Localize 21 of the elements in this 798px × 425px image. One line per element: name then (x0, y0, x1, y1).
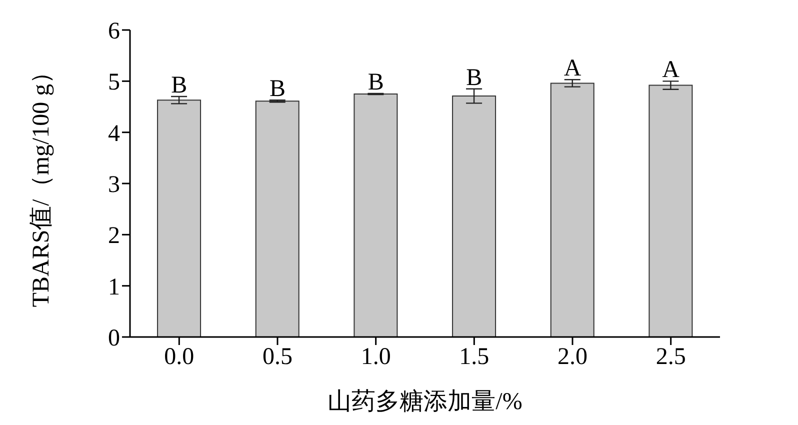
y-tick-label: 4 (108, 120, 120, 147)
y-tick-label: 5 (108, 70, 120, 96)
annotation: B (466, 64, 482, 91)
y-axis-title: TBARS值/（mg/100 g） (28, 60, 55, 308)
x-axis-title: 山药多糖添加量/% (328, 388, 522, 415)
y-tick-label: 3 (108, 172, 120, 198)
annotation: B (171, 72, 188, 99)
annotation: A (564, 56, 582, 82)
x-tick-label: 0.5 (262, 344, 292, 370)
x-tick-label: 1.5 (459, 344, 490, 370)
annotation: B (368, 69, 384, 96)
y-tick-label: 0 (108, 326, 120, 352)
x-tick-label: 2.5 (656, 344, 686, 370)
annotation: B (269, 76, 286, 102)
y-tick-label: 2 (108, 223, 120, 250)
x-tick-label: 1.0 (360, 344, 391, 370)
annotation: A (662, 57, 680, 84)
x-tick-label: 0.0 (164, 344, 194, 370)
x-tick-label: 2.0 (558, 344, 588, 370)
y-tick-label: 1 (108, 274, 120, 300)
y-tick-label: 6 (108, 18, 120, 45)
